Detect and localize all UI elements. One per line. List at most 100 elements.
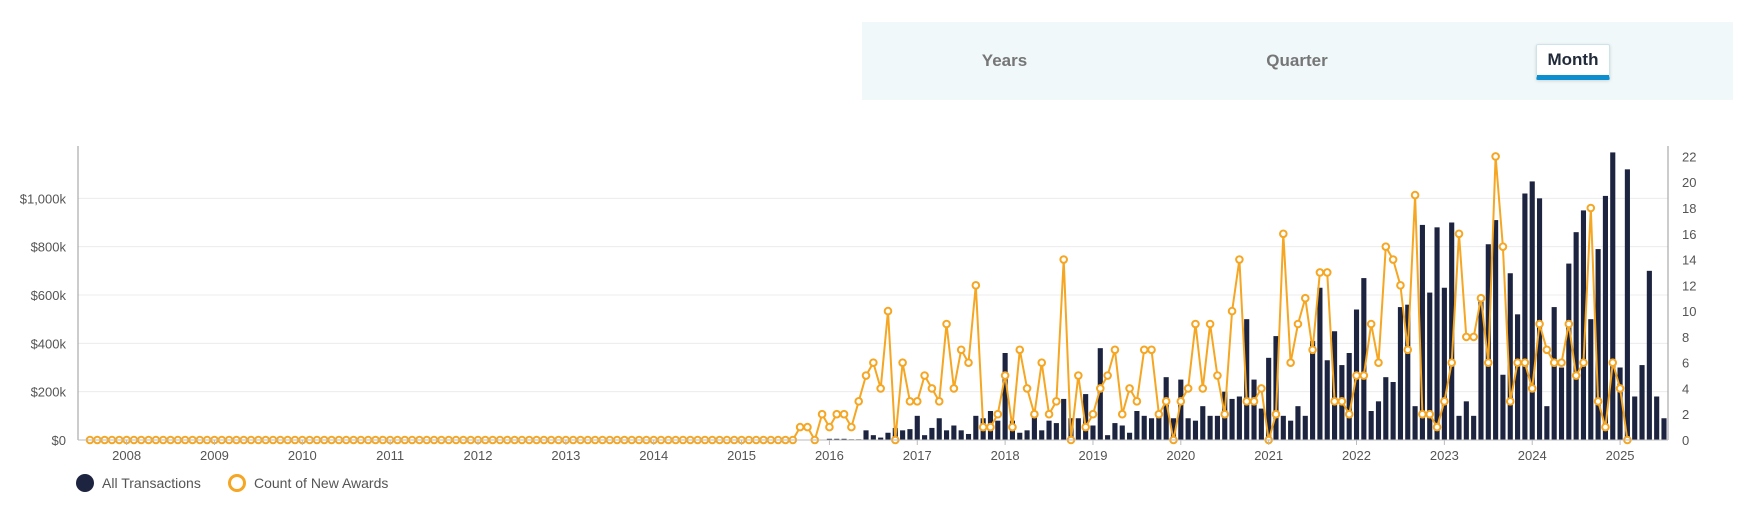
view-toggle-bar: Years Quarter Month (862, 22, 1733, 100)
x-tick-label: 2024 (1518, 448, 1547, 460)
data-point (1257, 384, 1266, 393)
bar (1595, 249, 1601, 440)
data-point (1557, 358, 1566, 367)
bar (834, 438, 840, 440)
x-tick-label: 2011 (376, 448, 404, 460)
bar (1200, 406, 1206, 440)
data-point (949, 384, 959, 393)
y-left-tick-label: $1,000k (20, 191, 67, 206)
bar (841, 438, 847, 440)
x-tick-label: 2018 (991, 448, 1020, 460)
bar (965, 433, 972, 440)
data-point (927, 384, 937, 393)
bar (1434, 227, 1440, 440)
tab-years[interactable]: Years (981, 51, 1028, 70)
y-left-tick-label: $200k (31, 385, 67, 400)
bar (1105, 435, 1111, 440)
data-point (964, 358, 973, 367)
bar (1397, 307, 1404, 440)
legend-item-all-transactions: All Transactions (76, 474, 201, 492)
data-point (971, 281, 981, 290)
y-right-tick-label: 16 (1682, 227, 1696, 242)
y-right-tick-label: 0 (1682, 433, 1689, 448)
data-point (1183, 384, 1193, 393)
data-point (898, 358, 907, 367)
data-point (1571, 371, 1581, 380)
data-point (876, 384, 885, 393)
data-point (1586, 203, 1596, 213)
data-point (1147, 345, 1156, 355)
dot-icon (76, 474, 94, 492)
data-point (1418, 409, 1427, 419)
data-point (1242, 397, 1252, 406)
bar (870, 435, 876, 440)
bar (1639, 365, 1645, 440)
bar (1317, 287, 1323, 440)
data-point (1601, 422, 1610, 432)
data-point (1579, 358, 1588, 367)
data-point (1608, 358, 1618, 367)
data-point (1044, 409, 1054, 419)
data-point (905, 397, 915, 406)
data-point (1396, 281, 1405, 290)
bar (1346, 353, 1352, 440)
bar (1017, 432, 1023, 440)
bar (1163, 377, 1169, 440)
data-point (825, 422, 834, 432)
bar (1280, 415, 1286, 440)
bar (1075, 418, 1081, 440)
data-point (803, 422, 812, 432)
data-point (1542, 345, 1552, 355)
bar (1471, 415, 1477, 440)
bar (1244, 319, 1250, 440)
data-point (1293, 319, 1303, 329)
data-point (1022, 384, 1032, 393)
y-right-tick-label: 2 (1682, 407, 1689, 422)
tab-month[interactable]: Month (1536, 44, 1610, 80)
bar (1646, 270, 1652, 440)
x-tick-label: 2015 (727, 448, 756, 460)
bar (936, 418, 942, 440)
x-tick-label: 2019 (1079, 448, 1108, 460)
bar (1419, 224, 1425, 440)
data-point (978, 422, 988, 432)
x-tick-label: 2010 (288, 448, 317, 460)
bar (1390, 382, 1396, 440)
bar (1536, 198, 1543, 440)
bar (1632, 396, 1638, 440)
data-point (956, 345, 966, 355)
data-point (912, 397, 922, 406)
bar (1441, 287, 1447, 440)
ring-icon (228, 474, 246, 492)
bar (1610, 152, 1616, 440)
data-point (1344, 409, 1354, 419)
data-point (869, 358, 878, 367)
data-point (1520, 358, 1530, 367)
bar (1588, 319, 1594, 440)
bar (1170, 418, 1177, 440)
bar (951, 425, 957, 440)
y-right-tick-label: 20 (1682, 175, 1696, 190)
data-point (1125, 384, 1134, 393)
bar (1551, 307, 1557, 440)
data-point (854, 397, 863, 406)
legend-item-new-awards: Count of New Awards (228, 474, 388, 492)
x-tick-label: 2025 (1606, 448, 1635, 460)
data-point (1535, 319, 1544, 329)
bar (1463, 401, 1469, 440)
bar (1493, 220, 1499, 440)
tab-quarter[interactable]: Quarter (1266, 51, 1328, 70)
bar (1478, 297, 1484, 440)
data-point (1088, 409, 1098, 419)
data-point (1059, 255, 1068, 264)
data-point (1249, 397, 1259, 406)
y-right-tick-label: 22 (1682, 149, 1696, 164)
data-point (1191, 319, 1200, 329)
data-point (1176, 397, 1186, 406)
y-right-tick-label: 10 (1682, 304, 1696, 319)
data-point (1403, 345, 1413, 355)
data-point (920, 371, 929, 380)
x-tick-label: 2009 (200, 448, 229, 460)
data-point (817, 409, 827, 419)
data-point (1052, 397, 1061, 406)
